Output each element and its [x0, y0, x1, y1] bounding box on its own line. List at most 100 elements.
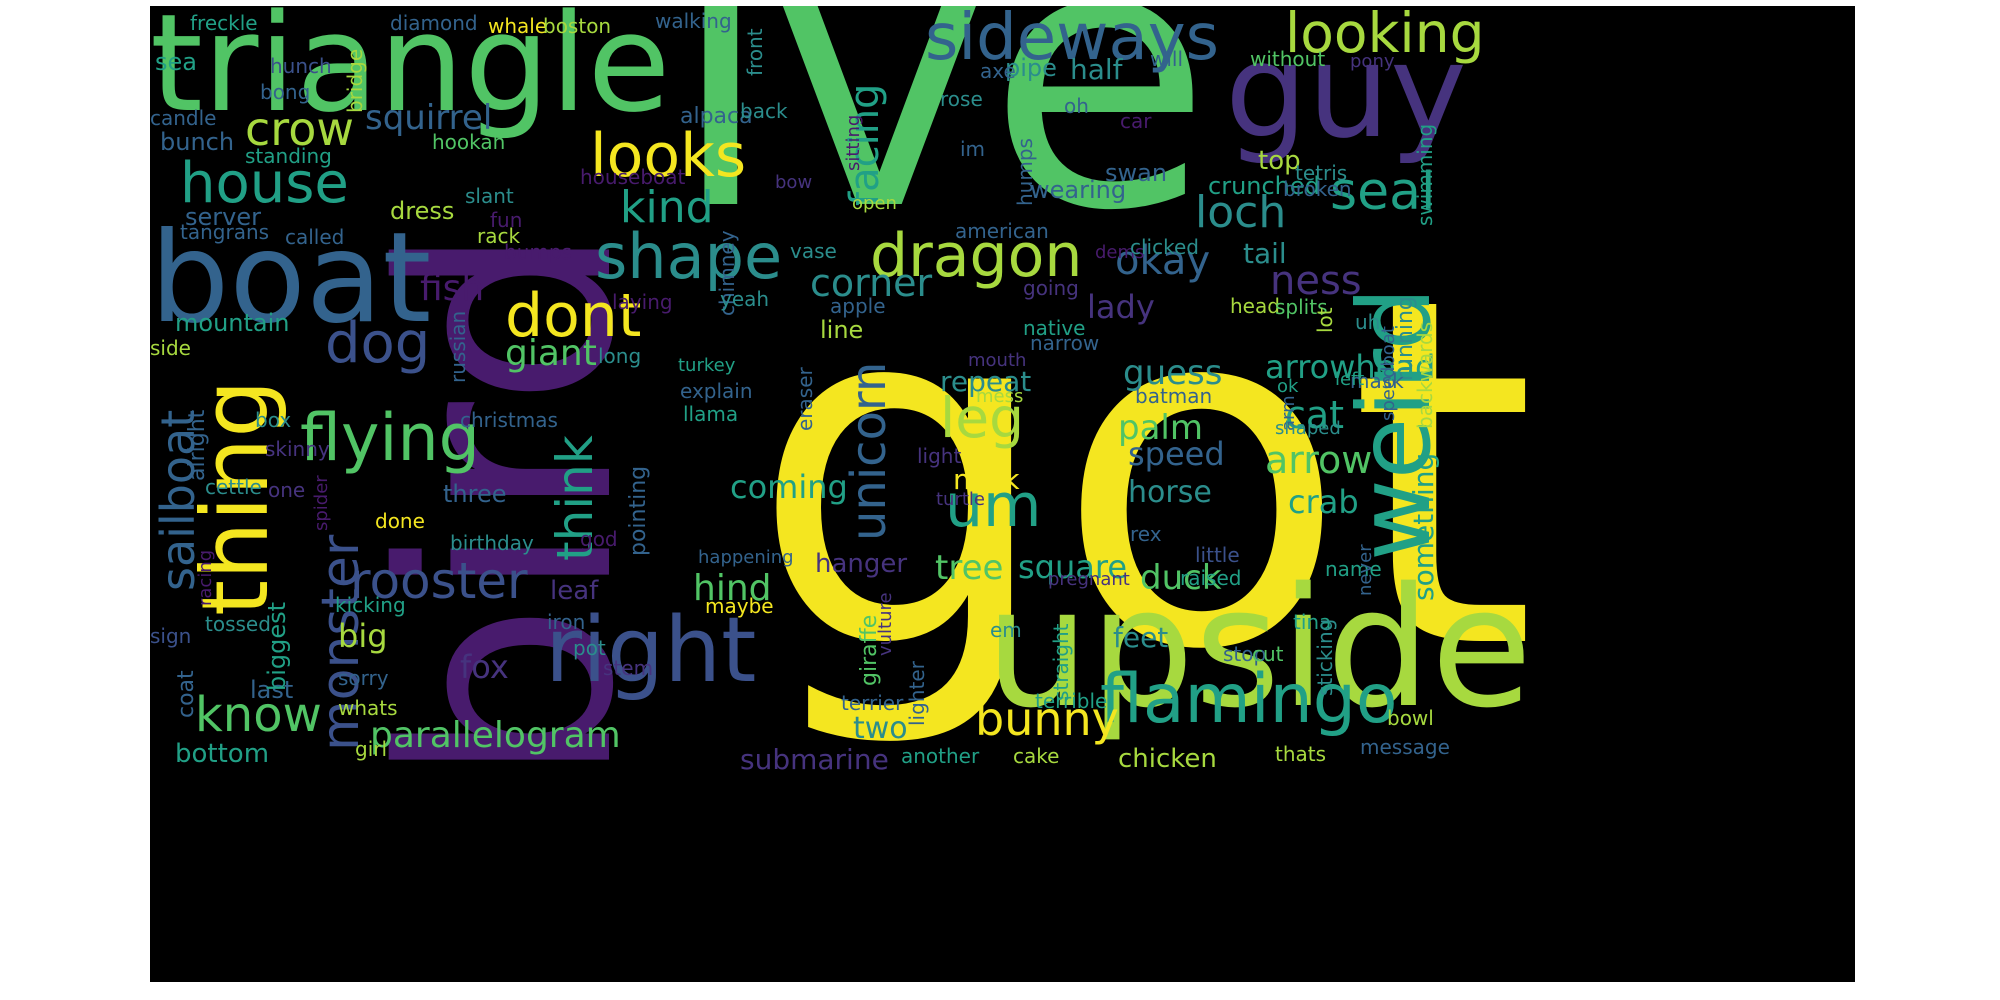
word: shaped: [1275, 418, 1341, 439]
word: flamingo: [1100, 660, 1398, 739]
word: left: [1335, 369, 1365, 390]
word: know: [195, 687, 322, 743]
word: vase: [790, 239, 837, 263]
word: kicking: [335, 593, 406, 617]
word: guy: [1225, 15, 1467, 167]
word: yeah: [720, 287, 770, 311]
word: sorry: [338, 666, 389, 690]
word: okay: [1115, 238, 1211, 284]
word: dog: [325, 311, 431, 376]
word: christmas: [460, 408, 558, 432]
word: explain: [680, 379, 753, 403]
word: giant: [505, 333, 597, 374]
word: coat: [174, 670, 199, 718]
word: last: [250, 676, 294, 704]
word: eraser: [793, 367, 817, 431]
word: laying: [612, 290, 673, 314]
word: bong: [260, 80, 311, 104]
word: turtle: [936, 489, 985, 510]
word: unicorn: [841, 361, 897, 541]
word: bowl: [1387, 706, 1434, 730]
word: another: [901, 744, 980, 768]
word: squirrel: [365, 98, 493, 138]
word: happening: [698, 547, 794, 568]
word: hanger: [815, 549, 908, 579]
word: triangle: [150, 6, 671, 142]
word: alright: [185, 409, 210, 481]
word: girl: [355, 737, 388, 761]
word: terrier: [841, 691, 904, 715]
word: mouth: [968, 350, 1027, 371]
word: name: [1325, 557, 1382, 581]
word: got: [750, 196, 1537, 755]
word: uh: [1355, 310, 1381, 334]
word: little: [1195, 543, 1240, 567]
word: boston: [543, 14, 612, 38]
word: speed: [1128, 435, 1225, 473]
word: tangrans: [180, 220, 270, 244]
word: em: [990, 618, 1022, 642]
word: house: [180, 151, 349, 216]
word: dragon: [870, 221, 1083, 291]
word: vulture: [875, 592, 896, 656]
word: american: [955, 219, 1049, 243]
word: looking: [1285, 6, 1485, 65]
word: stop: [1223, 642, 1267, 666]
word: rex: [1130, 522, 1162, 546]
word: sign: [150, 624, 192, 648]
word: whale: [488, 14, 548, 38]
word: ness: [1270, 258, 1362, 304]
word: rack: [477, 224, 521, 248]
word: fun: [490, 208, 523, 232]
word: cake: [1013, 744, 1060, 768]
word: dress: [390, 197, 455, 225]
word: standing: [245, 144, 332, 168]
word: horse: [1128, 475, 1212, 510]
word: bunny: [975, 692, 1119, 746]
word: upside: [985, 552, 1533, 744]
word: neck: [953, 463, 1020, 496]
word: duck: [1140, 558, 1222, 598]
word: dont: [505, 281, 642, 351]
word: broken: [1283, 177, 1352, 201]
word: racing: [195, 549, 216, 606]
word: humps: [1013, 138, 1037, 206]
word: coming: [730, 468, 848, 506]
word: head: [1230, 294, 1280, 318]
word: arrowhead: [1265, 348, 1436, 386]
word: houseboat: [580, 165, 686, 189]
word: guess: [1123, 353, 1223, 393]
word: bumps: [504, 240, 572, 264]
word: im: [960, 137, 986, 161]
word: apple: [830, 294, 886, 318]
word: um: [945, 471, 1042, 541]
word: slant: [465, 184, 514, 208]
word: back: [740, 99, 788, 123]
word: russian: [446, 310, 470, 383]
word: corner: [810, 261, 933, 305]
word: iron: [547, 610, 586, 634]
word: hookah: [432, 130, 506, 154]
word: cat: [1285, 393, 1345, 437]
word: sea: [155, 48, 197, 76]
word: something: [1407, 452, 1440, 601]
word: tina: [1293, 610, 1332, 634]
word: diamond: [390, 11, 478, 35]
word: mask: [1350, 369, 1404, 393]
word: turkey: [678, 355, 736, 376]
word: top: [1258, 146, 1301, 176]
word: server: [185, 203, 261, 231]
word: going: [1023, 276, 1079, 300]
word: spider: [311, 475, 332, 531]
word: parallelogram: [370, 715, 621, 756]
word: oh: [1064, 94, 1089, 118]
word: alpaca: [680, 104, 753, 129]
word: hunch: [270, 54, 332, 78]
word: pot: [573, 636, 606, 660]
word: hind: [693, 568, 772, 609]
word: lot: [1313, 307, 1337, 333]
word: pony: [1350, 51, 1395, 72]
word: pregnant: [1048, 569, 1130, 590]
word: right: [545, 598, 757, 703]
word: looks: [590, 121, 747, 191]
